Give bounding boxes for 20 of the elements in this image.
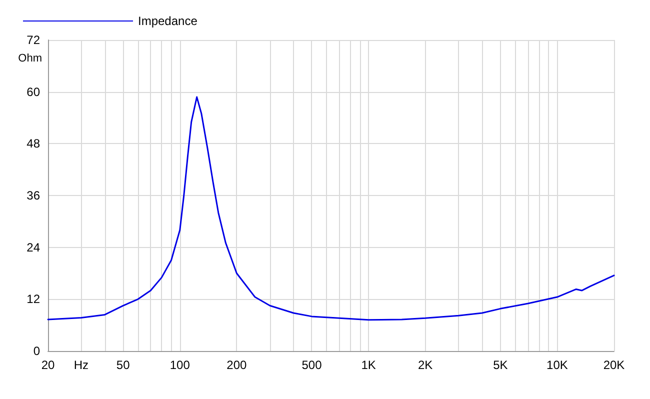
x-tick-label: 5K bbox=[493, 358, 508, 372]
x-tick-label: 100 bbox=[170, 358, 190, 372]
y-tick-label: 0 bbox=[33, 344, 40, 358]
x-tick-label: 50 bbox=[116, 358, 130, 372]
x-tick-label: Hz bbox=[74, 358, 89, 372]
x-tick-label: 200 bbox=[226, 358, 247, 372]
y-tick-label: 24 bbox=[26, 240, 40, 254]
x-tick-label: 20 bbox=[41, 358, 55, 372]
y-tick-label: 48 bbox=[26, 136, 40, 151]
y-tick-label: 72 bbox=[26, 33, 40, 47]
y-tick-label: 36 bbox=[26, 188, 40, 202]
y-tick-label: 60 bbox=[26, 84, 40, 99]
text: Impedance bbox=[138, 14, 198, 28]
y-tick-label: 12 bbox=[26, 292, 40, 306]
x-tick-label: 20K bbox=[603, 358, 625, 372]
x-tick-label: 10K bbox=[546, 358, 568, 372]
y-axis-title: Ohm bbox=[18, 52, 42, 64]
x-tick-label: 500 bbox=[302, 358, 322, 372]
x-tick-label: 2K bbox=[418, 358, 433, 372]
x-tick-label: 1K bbox=[361, 358, 376, 372]
